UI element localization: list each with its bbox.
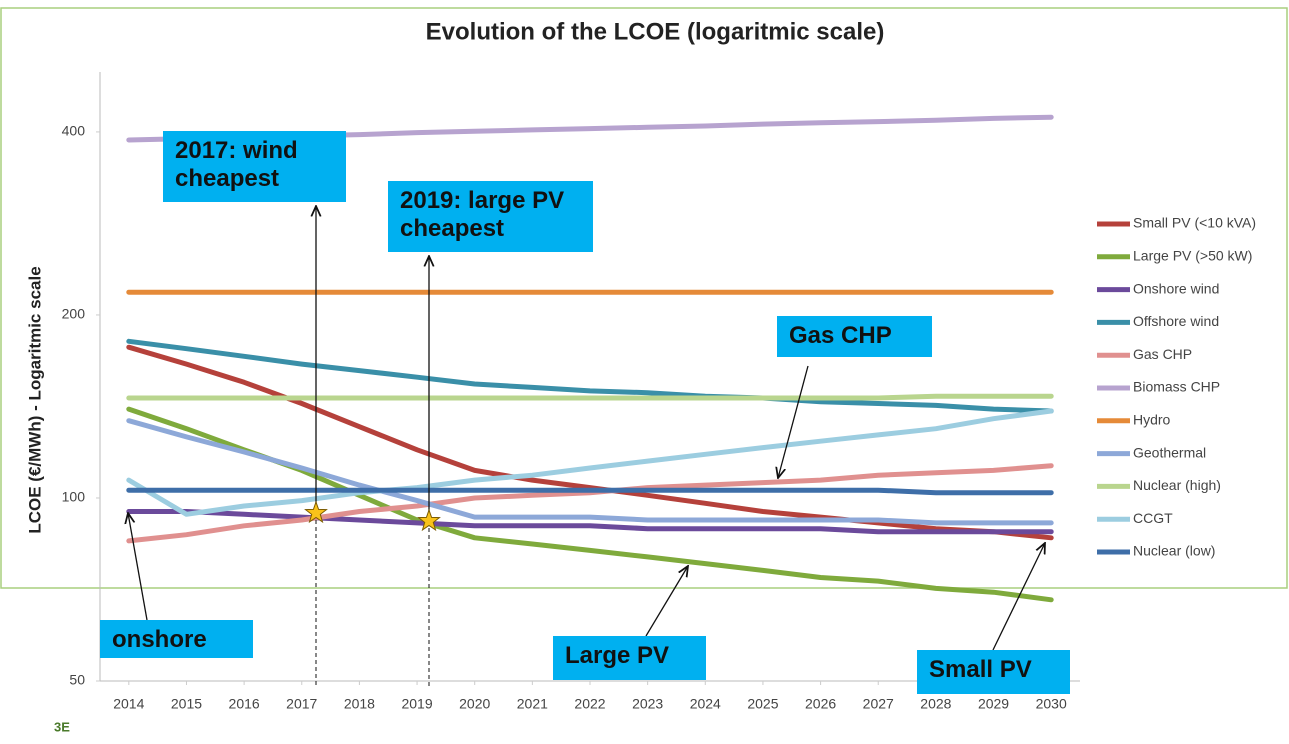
series-line: [126, 509, 1054, 535]
annotation-box: 2019: large PV cheapest: [388, 181, 593, 252]
annotation-box: Large PV: [553, 636, 706, 680]
series-line: [126, 344, 1054, 541]
x-tick-label: 2025: [747, 696, 778, 712]
star-marker: [304, 500, 328, 524]
legend-label: Onshore wind: [1133, 280, 1219, 296]
star-marker: [417, 508, 441, 532]
y-tick-label: 50: [69, 672, 85, 688]
legend-label: Offshore wind: [1133, 313, 1219, 329]
x-tick-label: 2029: [978, 696, 1009, 712]
logo: 3E: [54, 719, 70, 734]
x-tick-label: 2027: [863, 696, 894, 712]
x-tick-label: 2019: [401, 696, 432, 712]
y-axis-label: LCOE (€/MWh) - Logaritmic scale: [25, 266, 44, 533]
annotation-arrow: [778, 365, 809, 478]
x-tick-label: 2022: [574, 696, 605, 712]
series-line: [126, 487, 1054, 496]
annotation-box: Gas CHP: [777, 316, 932, 357]
x-tick-label: 2021: [517, 696, 548, 712]
x-tick-label: 2030: [1036, 696, 1067, 712]
chart-title: Evolution of the LCOE (logaritmic scale): [426, 18, 885, 45]
y-tick-label: 100: [62, 489, 86, 505]
legend-label: CCGT: [1133, 510, 1173, 526]
x-tick-label: 2014: [113, 696, 144, 712]
x-tick-label: 2023: [632, 696, 663, 712]
series-line: [126, 408, 1054, 517]
series-line: [126, 393, 1054, 401]
legend-label: Biomass CHP: [1133, 379, 1220, 395]
series-line: [126, 418, 1054, 526]
series-line: [126, 338, 1054, 414]
annotation-arrow: [992, 543, 1045, 651]
legend-label: Nuclear (high): [1133, 477, 1221, 493]
y-tick-label: 200: [62, 306, 86, 322]
x-tick-label: 2024: [690, 696, 721, 712]
x-tick-label: 2020: [459, 696, 490, 712]
annotation-arrow: [128, 513, 148, 621]
legend-label: Small PV (<10 kVA): [1133, 215, 1256, 231]
x-tick-label: 2017: [286, 696, 317, 712]
annotation-box: Small PV: [917, 650, 1070, 694]
x-tick-label: 2015: [171, 696, 202, 712]
x-tick-label: 2018: [344, 696, 375, 712]
annotation-arrow: [645, 566, 688, 637]
legend-label: Large PV (>50 kW): [1133, 248, 1252, 264]
legend-label: Gas CHP: [1133, 346, 1192, 362]
legend-label: Nuclear (low): [1133, 543, 1215, 559]
y-tick-label: 400: [62, 123, 86, 139]
legend-label: Hydro: [1133, 412, 1171, 428]
x-tick-label: 2028: [920, 696, 951, 712]
x-tick-label: 2026: [805, 696, 836, 712]
annotation-box: onshore: [100, 620, 253, 658]
x-tick-label: 2016: [229, 696, 260, 712]
annotation-box: 2017: wind cheapest: [163, 131, 346, 202]
slide-border: [0, 7, 1288, 589]
legend-label: Geothermal: [1133, 444, 1206, 460]
